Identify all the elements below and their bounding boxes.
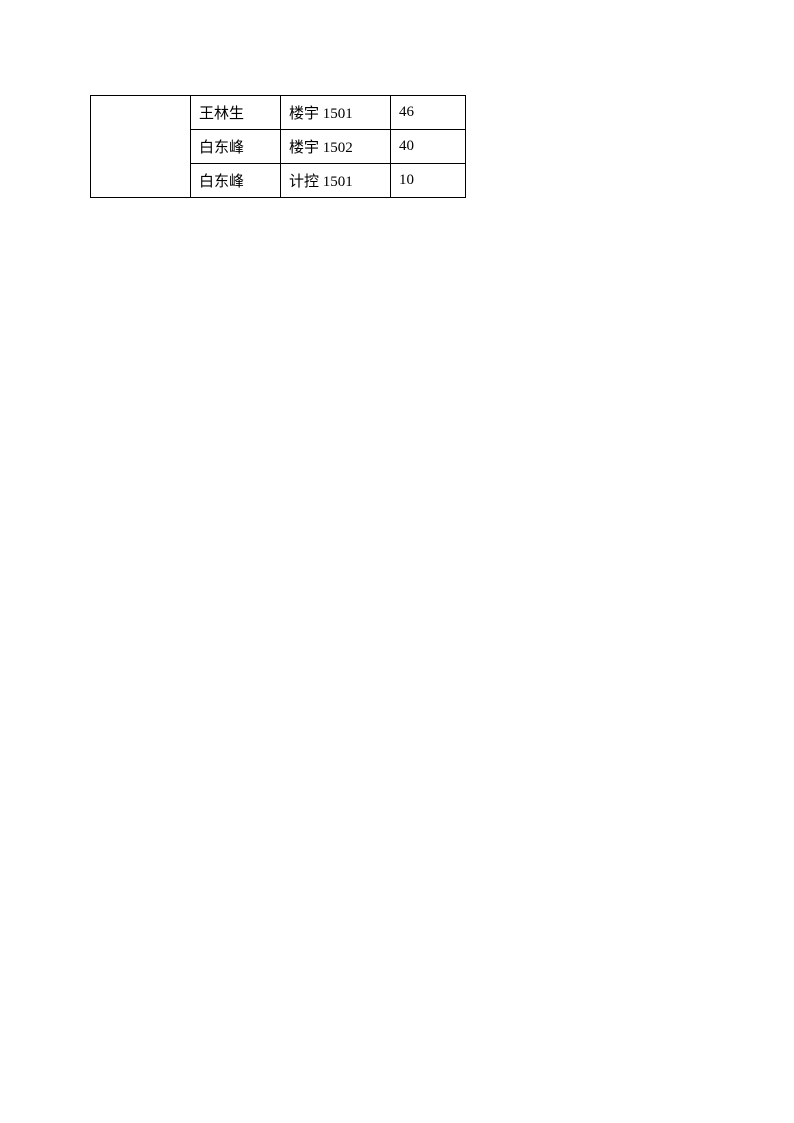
table-cell: 46 xyxy=(391,96,466,130)
table-cell: 白东峰 xyxy=(191,164,281,198)
table-cell: 楼宇 1501 xyxy=(281,96,391,130)
data-table: 王林生 楼宇 1501 46 白东峰 楼宇 1502 40 白东峰 计控 150… xyxy=(90,95,466,198)
table-cell: 白东峰 xyxy=(191,130,281,164)
table-cell: 40 xyxy=(391,130,466,164)
table-cell: 王林生 xyxy=(191,96,281,130)
table-cell: 计控 1501 xyxy=(281,164,391,198)
table-row: 王林生 楼宇 1501 46 xyxy=(91,96,466,130)
data-table-container: 王林生 楼宇 1501 46 白东峰 楼宇 1502 40 白东峰 计控 150… xyxy=(90,95,466,198)
table-cell: 楼宇 1502 xyxy=(281,130,391,164)
table-cell: 10 xyxy=(391,164,466,198)
table-cell-merged xyxy=(91,96,191,198)
